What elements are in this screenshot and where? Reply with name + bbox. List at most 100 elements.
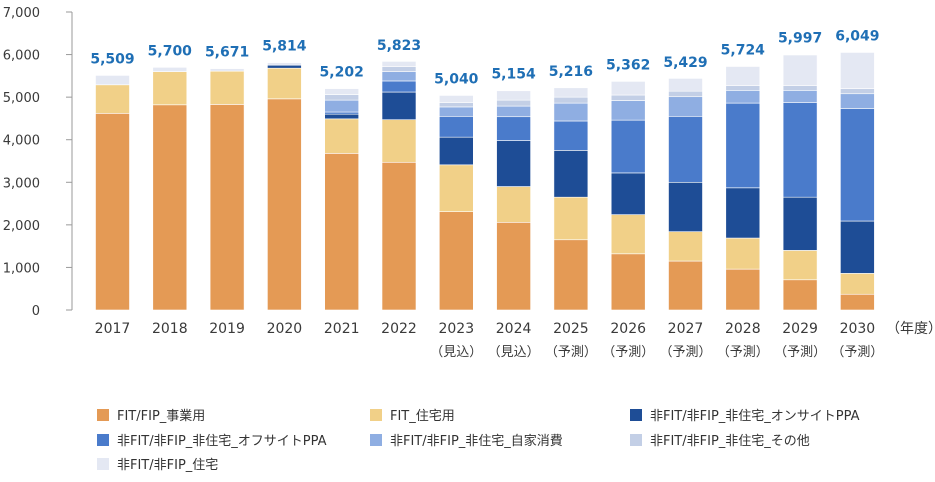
total-label: 5,154 <box>491 67 536 83</box>
bar-segment-1 <box>553 239 589 311</box>
legend-swatch <box>97 409 109 421</box>
legend-swatch <box>370 409 382 421</box>
legend-label: 非FIT/非FIP_住宅 <box>117 458 218 473</box>
total-labels: 5,509 5,700 5,671 5,814 5,202 5,823 5,040 5,154… <box>90 28 879 87</box>
bar-segment-5 <box>668 96 703 117</box>
bar-segment-3 <box>725 187 761 239</box>
total-label: 6,049 <box>835 28 879 44</box>
bar-segment-3 <box>840 220 875 274</box>
bar-segment-1 <box>152 104 188 311</box>
legend-swatch <box>630 434 642 446</box>
x-tick-sublabel: （予測） <box>774 345 826 360</box>
bar-segment-7 <box>438 95 474 103</box>
bar-segment-4 <box>324 111 360 115</box>
bars <box>95 52 875 311</box>
bar-segment-5 <box>725 90 761 104</box>
x-tick-sublabel: （予測） <box>659 345 711 360</box>
bar-segment-5 <box>553 102 589 122</box>
legend-label: 非FIT/非FIP_非住宅_オンサイトPPA <box>650 409 860 424</box>
bar-segment-3 <box>782 196 818 251</box>
bar-segment-1 <box>840 293 875 311</box>
y-tick-label: 0 <box>32 304 40 319</box>
x-tick-label: 2020 <box>267 321 303 337</box>
legend-label: 非FIT/非FIP_非住宅_オフサイトPPA <box>117 434 327 449</box>
legend-item: FIT/FIP_事業用 <box>97 408 205 424</box>
bar-segment-3 <box>324 113 360 120</box>
legend-label: FIT_住宅用 <box>390 409 455 424</box>
bar-segment-7 <box>381 61 417 67</box>
bar-segment-2 <box>95 84 130 114</box>
bar-segment-2 <box>267 67 302 100</box>
x-tick-label: 2024 <box>496 321 532 337</box>
bar-segment-5 <box>324 99 360 113</box>
total-label: 5,700 <box>148 43 193 59</box>
bar-segment-7 <box>782 54 818 86</box>
legend-item: 非FIT/非FIP_非住宅_オフサイトPPA <box>97 434 327 449</box>
legend-item: 非FIT/非FIP_非住宅_その他 <box>630 434 810 449</box>
x-tick-label: 2023 <box>438 321 474 337</box>
bar-segment-4 <box>438 116 474 138</box>
bar-segment-2 <box>840 273 875 295</box>
bar-segment-2 <box>496 186 531 223</box>
x-tick-sublabel: （予測） <box>717 345 769 360</box>
legend-swatch <box>370 434 382 446</box>
bar-segment-6 <box>381 66 417 72</box>
total-label: 5,814 <box>262 38 307 54</box>
legend-label: 非FIT/非FIP_非住宅_自家消費 <box>390 433 563 449</box>
bar-segment-5 <box>782 90 818 103</box>
total-label: 5,997 <box>778 31 822 47</box>
bar-segment-6 <box>725 85 761 91</box>
total-label: 5,040 <box>434 71 479 87</box>
bar-segment-4 <box>553 120 589 151</box>
bar-segment-4 <box>668 116 703 183</box>
bar-segment-2 <box>438 164 474 212</box>
bar-segment-3 <box>267 64 302 69</box>
x-tick-sublabel: （予測） <box>545 345 597 360</box>
total-label: 5,671 <box>205 45 249 61</box>
bar-segment-6 <box>668 90 703 98</box>
bar-segment-2 <box>209 70 245 105</box>
bar-segment-5 <box>438 106 474 117</box>
x-tick-label: 2022 <box>381 321 417 337</box>
y-tick-label: 3,000 <box>3 176 40 191</box>
y-tick-label: 4,000 <box>3 134 40 149</box>
bar-segment-1 <box>668 260 703 311</box>
bar-segment-7 <box>725 66 761 86</box>
bar-segment-5 <box>610 100 646 121</box>
bar-segment-7 <box>324 88 360 95</box>
bar-segment-5 <box>381 71 417 82</box>
x-tick-sublabel: （見込） <box>430 345 482 360</box>
y-tick-label: 6,000 <box>3 49 40 64</box>
bar-segment-2 <box>553 196 589 241</box>
bar-segment-4 <box>496 116 531 141</box>
bar-segment-4 <box>840 108 875 222</box>
x-tick-label: 2018 <box>152 321 188 337</box>
bar-segment-2 <box>152 71 188 106</box>
x-tick-label: 2029 <box>782 321 818 337</box>
bar-segment-3 <box>496 140 531 187</box>
bar-segment-3 <box>668 181 703 232</box>
legend-item: 非FIT/非FIP_非住宅_オンサイトPPA <box>630 409 860 424</box>
bar-segment-3 <box>553 150 589 198</box>
x-tick-label: 2021 <box>324 321 360 337</box>
total-label: 5,429 <box>663 55 707 71</box>
bar-segment-6 <box>553 96 589 104</box>
bar-segment-1 <box>725 268 761 311</box>
bar-segment-2 <box>725 237 761 270</box>
bar-segment-1 <box>381 161 417 311</box>
x-tick-label: 2026 <box>610 321 646 337</box>
bar-segment-2 <box>381 119 417 163</box>
x-tick-sublabel: （見込） <box>488 345 540 360</box>
y-tick-label: 2,000 <box>3 219 40 234</box>
bar-segment-7 <box>267 62 302 66</box>
bar-segment-6 <box>610 94 646 101</box>
legend: FIT/FIP_事業用 FIT_住宅用 非FIT/非FIP_非住宅_オンサイトPPA… <box>97 408 860 473</box>
bar-segment-1 <box>782 279 818 311</box>
bar-segment-7 <box>553 87 589 98</box>
bar-segment-5 <box>840 93 875 109</box>
legend-swatch <box>97 434 109 446</box>
bar-segment-1 <box>496 222 531 311</box>
total-label: 5,202 <box>320 65 364 81</box>
total-label: 5,509 <box>90 51 134 67</box>
